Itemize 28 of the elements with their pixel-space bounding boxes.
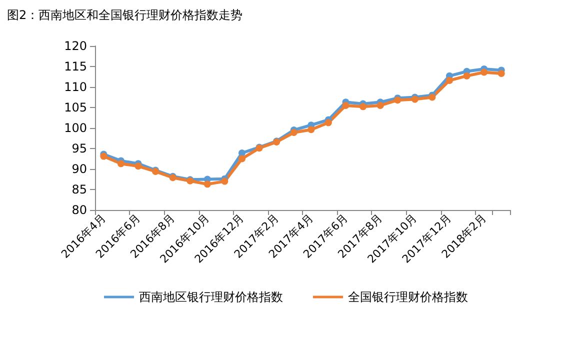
point [463,72,470,80]
y-tick-label: 110 [64,80,87,94]
point [221,178,228,185]
y-tick-label: 120 [64,39,87,53]
point [342,102,350,109]
point [376,102,384,109]
point [117,160,124,168]
point [498,70,505,77]
y-tick-label: 85 [72,182,87,196]
point [134,162,142,170]
point [446,76,453,84]
point [204,180,211,188]
point [480,68,488,76]
point [290,129,298,136]
legend-label: 西南地区银行理财价格指数 [139,290,283,304]
y-tick-label: 80 [72,203,87,217]
y-tick-label: 95 [72,142,87,156]
point [360,103,367,110]
point [238,155,246,162]
y-tick-label: 105 [64,100,87,114]
y-tick-label: 100 [64,121,87,135]
chart-title: 图2：西南地区和全国银行理财价格指数走势 [7,8,243,22]
y-tick-label: 90 [72,162,87,176]
point [324,119,332,126]
y-tick-label: 115 [64,60,87,74]
legend-label: 全国银行理财价格指数 [348,290,468,304]
point [238,150,246,157]
point [308,126,315,134]
